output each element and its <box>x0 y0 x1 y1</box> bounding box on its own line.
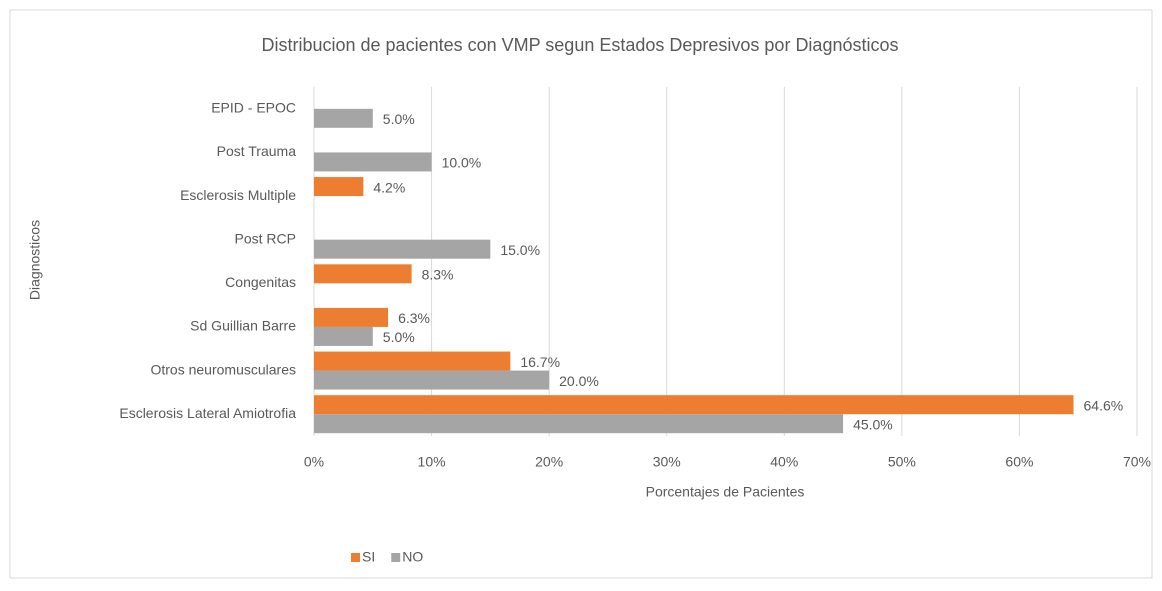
data-label: 6.3% <box>398 310 430 326</box>
bar <box>314 395 1074 415</box>
data-label: 45.0% <box>853 416 893 432</box>
y-tick-label: EPID - EPOC <box>211 100 296 116</box>
x-tick-label: 40% <box>770 454 798 470</box>
x-tick-label: 70% <box>1123 454 1151 470</box>
bar <box>314 326 373 346</box>
x-tick-label: 10% <box>418 454 446 470</box>
data-label: 16.7% <box>520 354 560 370</box>
legend-label: SI <box>362 549 375 565</box>
x-tick-label: 0% <box>304 454 324 470</box>
legend-label: NO <box>402 549 423 565</box>
bar <box>314 370 550 390</box>
chart-border <box>9 9 1153 579</box>
data-label: 5.0% <box>383 329 415 345</box>
x-tick-label: 50% <box>888 454 916 470</box>
y-tick-label: Sd Guillian Barre <box>190 318 296 334</box>
bar <box>314 239 491 259</box>
y-axis-title: Diagnosticos <box>27 220 43 300</box>
legend-swatch <box>391 553 401 562</box>
bar <box>314 108 373 128</box>
bar <box>314 152 432 172</box>
data-label: 64.6% <box>1084 397 1124 413</box>
x-tick-label: 20% <box>535 454 563 470</box>
data-label: 4.2% <box>373 179 405 195</box>
data-label: 8.3% <box>422 267 454 283</box>
bar <box>314 264 412 284</box>
y-tick-label: Esclerosis Lateral Amiotrofia <box>119 405 296 421</box>
x-tick-label: 30% <box>653 454 681 470</box>
y-tick-label: Post Trauma <box>217 143 297 159</box>
x-tick-label: 60% <box>1005 454 1033 470</box>
data-label: 5.0% <box>383 111 415 127</box>
data-label: 20.0% <box>559 373 599 389</box>
y-tick-label: Congenitas <box>225 274 296 290</box>
bar <box>314 177 364 197</box>
bar <box>314 414 844 434</box>
bar <box>314 351 511 371</box>
y-tick-label: Otros neuromusculares <box>150 361 296 377</box>
legend-swatch <box>351 553 360 562</box>
bar <box>314 307 389 327</box>
y-tick-label: Esclerosis Multiple <box>180 187 296 203</box>
data-label: 10.0% <box>442 155 482 171</box>
x-axis-title: Porcentajes de Pacientes <box>646 484 805 500</box>
chart-title: Distribucion de pacientes con VMP segun … <box>261 35 898 55</box>
y-tick-label: Post RCP <box>235 230 296 246</box>
data-label: 15.0% <box>500 242 540 258</box>
